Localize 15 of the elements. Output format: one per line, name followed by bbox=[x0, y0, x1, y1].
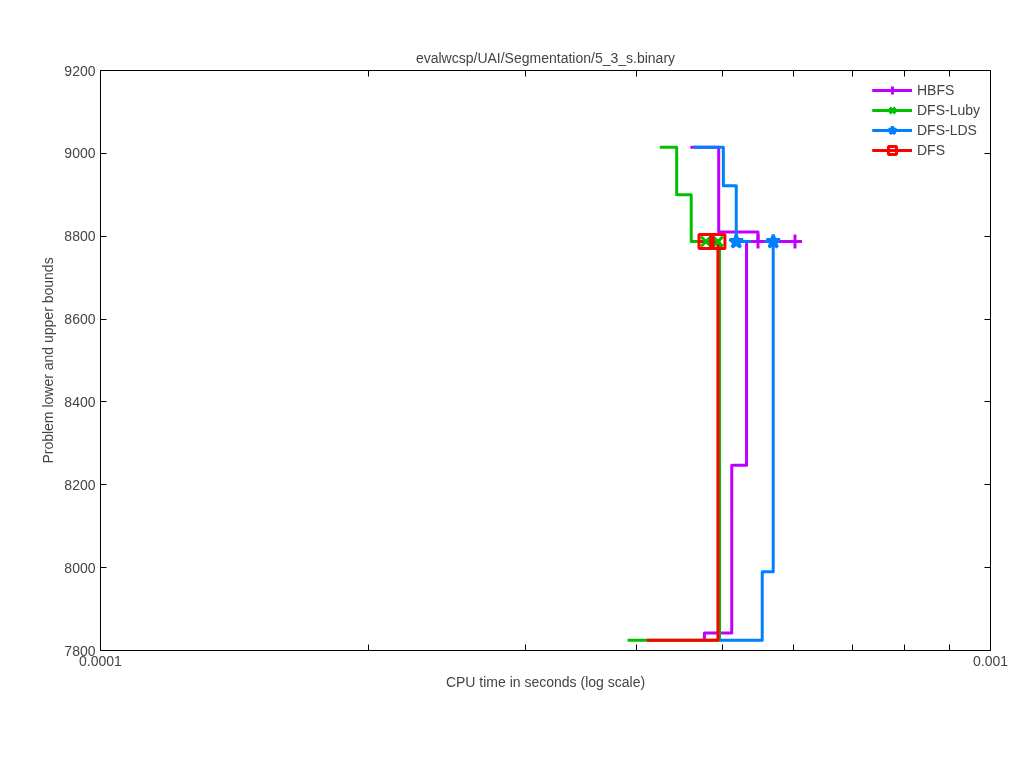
legend-label: DFS-LDS bbox=[916, 122, 977, 138]
legend-label: DFS-Luby bbox=[916, 102, 980, 118]
x-axis-title: CPU time in seconds (log scale) bbox=[445, 673, 646, 690]
y-tick-label: 9000 bbox=[64, 145, 96, 162]
y-tick-label: 8400 bbox=[64, 393, 96, 410]
legend-label: HBFS bbox=[916, 82, 955, 98]
y-tick-label: 8200 bbox=[64, 476, 96, 493]
x-tick-label: 0.001 bbox=[972, 652, 1009, 669]
y-tick-label: 9200 bbox=[64, 62, 96, 79]
y-tick-label: 8000 bbox=[64, 559, 96, 576]
legend-label: DFS bbox=[916, 142, 945, 158]
chart-title: evalwcsp/UAI/Segmentation/5_3_s.binary bbox=[415, 49, 676, 66]
y-tick-label: 8800 bbox=[64, 228, 96, 245]
y-axis-title: Problem lower and upper bounds bbox=[40, 257, 57, 464]
y-tick-label: 8600 bbox=[64, 311, 96, 328]
